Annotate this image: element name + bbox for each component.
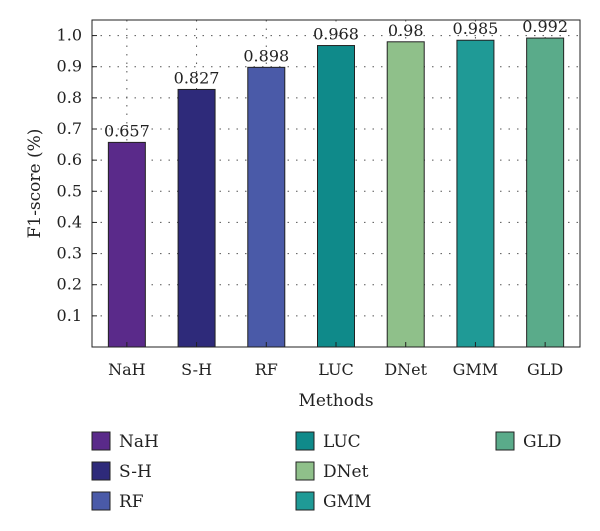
x-axis-ticks: NaH S-H RF LUC DNet GMM GLD [108,342,563,379]
bar-rf [247,66,286,348]
legend: NaH S-H RF LUC DNet GMM GLD [91,431,562,512]
data-label-rf: 0.898 [243,46,289,65]
data-label-gld: 0.992 [522,17,568,36]
y-tick-label-9: 1.0 [57,26,82,45]
x-axis-title: Methods [298,391,373,411]
data-label-s-h: 0.827 [174,68,220,87]
x-tick-label-s-h: S-H [181,360,212,379]
x-tick-label-gld: GLD [527,360,563,379]
bar-dnet [386,41,425,348]
legend-label-nah: NaH [119,432,159,452]
x-tick-label-luc: LUC [318,360,353,379]
legend-swatch-nah [91,431,111,451]
bar-luc [317,45,355,348]
x-tick-label-rf: RF [255,360,278,379]
legend-label-gld: GLD [523,432,562,452]
y-tick-label-0: 0.1 [57,306,82,325]
data-label-luc: 0.968 [313,25,359,44]
y-tick-label-4: 0.5 [57,181,82,200]
y-tick-label-5: 0.6 [57,150,82,169]
legend-swatch-luc [295,431,315,451]
y-axis-ticks: 0.1 0.2 0.3 0.4 0.5 0.6 0.7 0.8 0.9 1.0 [57,26,97,325]
y-tick-label-3: 0.4 [57,212,82,231]
legend-label-gmm: GMM [323,492,371,512]
legend-label-dnet: DNet [323,462,369,482]
x-tick-label-nah: NaH [108,360,146,379]
legend-swatch-gld [495,431,515,451]
data-label-dnet: 0.98 [388,21,424,40]
legend-swatch-dnet [295,461,315,481]
bar-gmm [456,39,495,348]
y-tick-label-6: 0.7 [57,119,82,138]
legend-swatch-rf [91,491,111,511]
data-label-gmm: 0.985 [453,19,499,38]
bar-nah [107,141,146,348]
x-tick-label-dnet: DNet [384,360,427,379]
y-axis-title: F1-score (%) [25,129,45,239]
y-tick-label-2: 0.3 [57,244,82,263]
data-labels: 0.657 0.827 0.898 0.968 0.98 0.985 0.992 [104,17,568,140]
legend-swatch-s-h [91,461,111,481]
bar-gld [526,37,565,348]
legend-swatch-gmm [295,491,315,511]
y-tick-label-7: 0.8 [57,88,82,107]
bar-s-h [177,88,216,348]
legend-label-rf: RF [119,492,144,512]
y-tick-label-1: 0.2 [57,275,82,294]
bars [107,37,565,348]
legend-label-s-h: S-H [119,462,152,482]
y-tick-label-8: 0.9 [57,57,82,76]
data-label-nah: 0.657 [104,121,150,140]
legend-label-luc: LUC [323,432,361,452]
x-tick-label-gmm: GMM [453,360,499,379]
